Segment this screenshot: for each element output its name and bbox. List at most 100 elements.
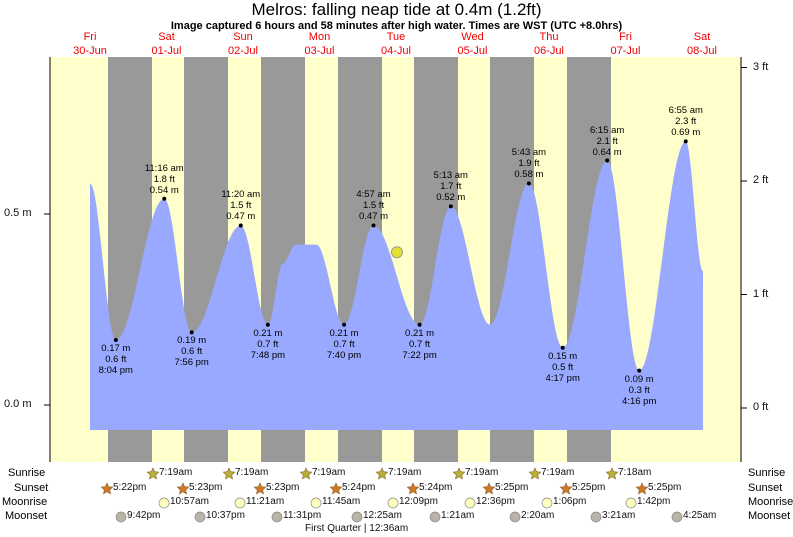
moonset-moon-icon xyxy=(194,511,206,523)
day-label-dow: Wed xyxy=(461,31,484,43)
tide-high-label: 0.52 m xyxy=(436,192,466,204)
day-label-dow: Thu xyxy=(539,31,559,43)
high-tide-point xyxy=(371,223,376,228)
day-label-dow: Tue xyxy=(386,31,406,43)
day-label-date: 06-Jul xyxy=(534,45,564,57)
moonrise-moon-icon xyxy=(541,497,553,509)
low-tide-point xyxy=(417,322,422,327)
high-tide-point xyxy=(448,204,453,209)
sunrise-star-icon xyxy=(146,467,160,480)
tide-high-label: 4:57 am xyxy=(356,189,391,201)
sunrise-time: 7:19am xyxy=(159,467,193,478)
day-label-date: 02-Jul xyxy=(228,45,258,57)
day-label-dow: Mon xyxy=(308,31,331,43)
sunset-time: 5:23pm xyxy=(266,482,300,493)
tide-low-label: 0.09 m xyxy=(624,373,654,385)
moonset-time: 3:21am xyxy=(602,510,636,521)
day-label-dow: Sat xyxy=(158,31,175,43)
tide-low-label: 0.6 ft xyxy=(181,346,203,358)
tide-high-label: 0.47 m xyxy=(226,211,256,223)
left-tick-label: 0.0 m xyxy=(4,398,32,410)
sunset-star-icon xyxy=(482,482,496,495)
tide-low-label: 0.7 ft xyxy=(257,338,279,350)
moonset-time: 10:37pm xyxy=(206,510,245,521)
tide-high-label: 0.69 m xyxy=(671,127,701,139)
sunset-row-label-right: Sunset xyxy=(748,482,783,494)
moonrise-row-label-right: Moonrise xyxy=(748,496,793,508)
tide-low-label: 0.15 m xyxy=(548,350,578,362)
tide-high-label: 0.64 m xyxy=(592,146,622,158)
tide-high-label: 0.54 m xyxy=(149,184,179,196)
sunset-star-icon xyxy=(559,482,573,495)
sunrise-star-icon xyxy=(375,467,389,480)
sunset-star-icon xyxy=(406,482,420,495)
day-label-date: 01-Jul xyxy=(151,45,182,57)
tide-high-label: 0.47 m xyxy=(358,211,389,223)
chart-subtitle: Image captured 6 hours and 58 minutes af… xyxy=(170,20,623,32)
day-label-dow: Sat xyxy=(693,31,711,43)
moonset-moon-icon xyxy=(351,511,363,523)
tide-area xyxy=(90,141,703,430)
chart-title: Melros: falling neap tide at 0.4m (1.2ft… xyxy=(251,0,542,19)
moon-phase-label: First Quarter | 12:36am xyxy=(305,523,409,534)
high-tide-point xyxy=(526,181,531,186)
day-label-date: 03-Jul xyxy=(304,45,335,57)
tide-low-label: 4:17 pm xyxy=(545,372,580,384)
moonset-time: 4:25am xyxy=(683,510,717,521)
left-tick-label: 0.5 m xyxy=(4,207,32,219)
moonset-time: 1:21am xyxy=(441,510,475,521)
sunrise-time: 7:19am xyxy=(312,467,346,478)
tide-low-label: 7:48 pm xyxy=(250,349,286,361)
day-label-dow: Fri xyxy=(619,31,632,43)
sunrise-row-label: Sunrise xyxy=(8,467,46,479)
sunset-time: 5:24pm xyxy=(419,482,453,493)
moonset-moon-icon xyxy=(271,511,283,523)
tide-high-label: 11:20 am xyxy=(221,189,261,201)
tide-low-label: 0.7 ft xyxy=(333,338,355,350)
sunrise-star-icon xyxy=(222,467,236,480)
tide-high-label: 11:16 am xyxy=(144,162,184,174)
sunrise-time: 7:19am xyxy=(388,467,422,478)
tide-high-label: 1.8 ft xyxy=(153,173,175,185)
moonset-time: 11:31pm xyxy=(283,510,322,521)
low-tide-point xyxy=(637,368,642,373)
moonset-moon-icon xyxy=(509,511,521,523)
moonset-row-label-right: Moonset xyxy=(748,510,791,522)
day-label-date: 07-Jul xyxy=(610,45,641,57)
sunrise-star-icon xyxy=(299,467,313,480)
sunset-time: 5:25pm xyxy=(648,482,682,493)
moonrise-moon-icon xyxy=(625,497,637,509)
moonrise-time: 1:06pm xyxy=(553,496,587,507)
sunrise-star-icon xyxy=(605,467,619,480)
high-tide-point xyxy=(162,196,167,201)
tide-low-label: 0.21 m xyxy=(329,327,359,339)
high-tide-point xyxy=(605,158,610,163)
sunrise-star-icon xyxy=(452,467,466,480)
tide-high-label: 5:13 am xyxy=(433,170,468,182)
tide-low-label: 0.5 ft xyxy=(552,361,574,373)
sunset-star-icon xyxy=(176,482,190,495)
sunset-star-icon xyxy=(635,482,649,495)
tide-high-label: 1.5 ft xyxy=(230,200,252,212)
moonset-moon-icon xyxy=(671,511,683,523)
tide-low-label: 0.17 m xyxy=(101,343,131,355)
sunrise-star-icon xyxy=(528,467,542,480)
day-label-date: 30-Jun xyxy=(73,45,107,57)
high-tide-point xyxy=(238,223,243,228)
moonrise-row-label: Moonrise xyxy=(2,496,48,508)
moonrise-moon-icon xyxy=(158,497,170,509)
day-label-date: 04-Jul xyxy=(381,45,411,57)
tide-high-label: 1.9 ft xyxy=(518,158,540,170)
tide-high-label: 2.3 ft xyxy=(675,116,697,128)
sunrise-time: 7:19am xyxy=(541,467,575,478)
sunrise-time: 7:19am xyxy=(235,467,269,478)
low-tide-point xyxy=(189,330,194,335)
sunset-star-icon xyxy=(100,482,114,495)
moonset-moon-icon xyxy=(429,511,441,523)
tide-low-label: 0.19 m xyxy=(177,335,207,347)
sunset-time: 5:25pm xyxy=(495,482,529,493)
tide-low-label: 7:22 pm xyxy=(402,349,437,361)
low-tide-point xyxy=(113,338,118,343)
moonrise-moon-icon xyxy=(464,497,476,509)
